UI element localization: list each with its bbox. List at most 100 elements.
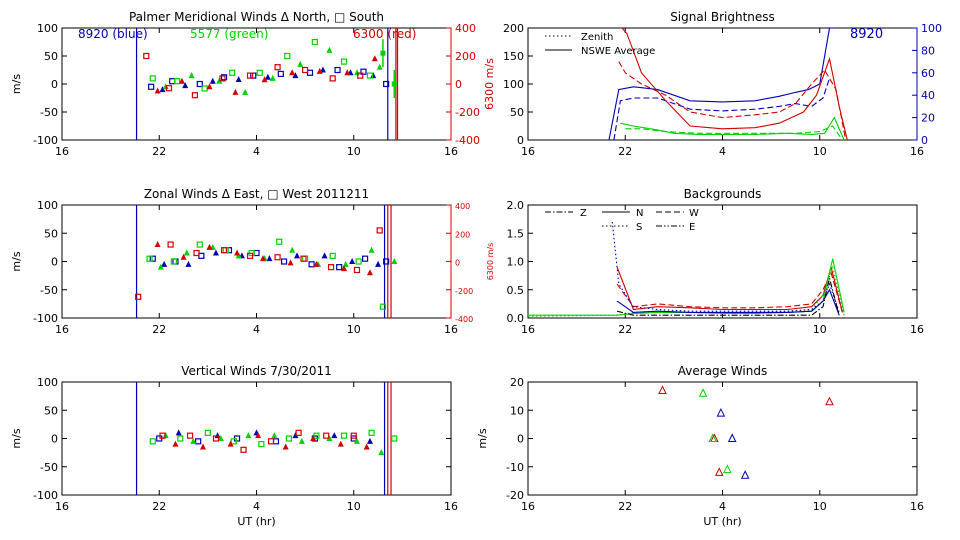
data-point: [740, 470, 750, 479]
data-point: [266, 255, 273, 262]
x-axis-label: UT (hr): [703, 515, 741, 528]
data-point: [378, 449, 385, 456]
data-point: [255, 432, 262, 439]
x-tick-label: 4: [253, 145, 260, 158]
y2-tick-label: 80: [921, 44, 935, 57]
x-tick-label: 16: [444, 323, 458, 336]
data-point: [302, 66, 309, 74]
x-tick-label: 16: [55, 323, 69, 336]
data-point: [353, 437, 360, 444]
data-point: [376, 227, 383, 234]
x-axis-label: UT (hr): [237, 515, 275, 528]
series-line: [616, 271, 843, 313]
data-point: [219, 75, 226, 82]
chart-meridional: Palmer Meridional Winds Δ North, □ South…: [10, 10, 496, 158]
data-point: [172, 258, 179, 265]
y-tick-label: 10: [510, 404, 524, 417]
data-point: [391, 435, 398, 442]
data-point: [282, 443, 289, 450]
data-point: [363, 443, 370, 450]
y2-tick-label: 60: [921, 67, 935, 80]
y2-tick-label: 100: [921, 22, 942, 35]
data-point: [167, 241, 174, 248]
data-point: [161, 260, 168, 267]
data-point: [264, 73, 271, 80]
data-point: [340, 432, 348, 439]
y2-tick-label: -200: [455, 106, 480, 119]
data-point: [349, 258, 356, 264]
chart-title: Zonal Winds Δ East, □ West 2011211: [144, 187, 369, 201]
series-line: [621, 28, 848, 140]
x-tick-label: 22: [152, 500, 166, 513]
data-point: [220, 247, 228, 254]
y2-tick-label: 400: [455, 202, 470, 211]
data-point: [334, 66, 341, 74]
data-point: [165, 85, 173, 92]
data-point: [246, 252, 254, 259]
data-point: [331, 432, 338, 439]
data-point: [344, 69, 351, 76]
y-axis-label: m/s: [10, 251, 23, 271]
data-point: [177, 435, 184, 442]
data-point: [274, 64, 281, 71]
data-point: [300, 255, 307, 262]
data-point: [289, 246, 296, 253]
data-point: [162, 83, 169, 90]
legend-label: W: [689, 208, 699, 219]
y-tick-label: 100: [37, 22, 58, 35]
data-point: [143, 52, 150, 60]
data-point: [727, 433, 737, 442]
y-tick-label: 50: [44, 404, 58, 417]
data-point: [274, 254, 281, 261]
data-point: [170, 258, 177, 265]
data-point: [280, 258, 288, 265]
data-point: [329, 252, 336, 259]
plot-frame: [527, 27, 918, 141]
data-point: [310, 435, 317, 441]
y-tick-label: 50: [44, 50, 58, 63]
data-point: [380, 50, 386, 56]
plot-frame: [61, 381, 452, 496]
x-tick-label: 4: [719, 500, 726, 513]
data-point: [313, 432, 320, 439]
data-point: [375, 260, 382, 267]
y-tick-label: -50: [40, 284, 58, 297]
data-point: [214, 432, 221, 439]
data-point: [209, 77, 216, 84]
data-point: [316, 67, 323, 74]
data-point: [302, 255, 309, 262]
data-point: [329, 75, 336, 82]
data-point: [698, 388, 708, 397]
data-point: [206, 243, 213, 250]
data-point: [319, 66, 326, 73]
y-tick-label: -20: [506, 489, 524, 502]
data-point: [277, 70, 284, 78]
y2-tick-label: -400: [455, 134, 480, 147]
data-point: [154, 241, 161, 248]
plot-area: [135, 205, 398, 318]
data-point: [366, 269, 373, 276]
plot-frame: [527, 381, 918, 496]
y-tick-label: -10: [506, 461, 524, 474]
data-point: [326, 46, 333, 53]
data-point: [229, 69, 236, 76]
data-point: [172, 440, 179, 447]
annotation-5577: 5577 (green): [190, 27, 268, 41]
data-point: [340, 58, 348, 65]
data-point: [276, 238, 283, 245]
data-point: [383, 80, 390, 88]
x-tick-label: 16: [55, 145, 69, 158]
data-point: [212, 249, 219, 256]
y-tick-label: 200: [503, 22, 524, 35]
data-point: [195, 438, 202, 445]
data-point: [825, 396, 834, 406]
data-point: [234, 249, 241, 256]
data-point: [272, 438, 280, 445]
data-point: [149, 438, 156, 445]
data-point: [159, 86, 166, 93]
x-tick-label: 16: [521, 145, 535, 158]
data-point: [366, 437, 373, 444]
data-point: [188, 72, 195, 79]
chart-average: Average Winds 16 22 4 10 16 20 10 0 -10 -20 m/s UT (…: [476, 364, 924, 528]
